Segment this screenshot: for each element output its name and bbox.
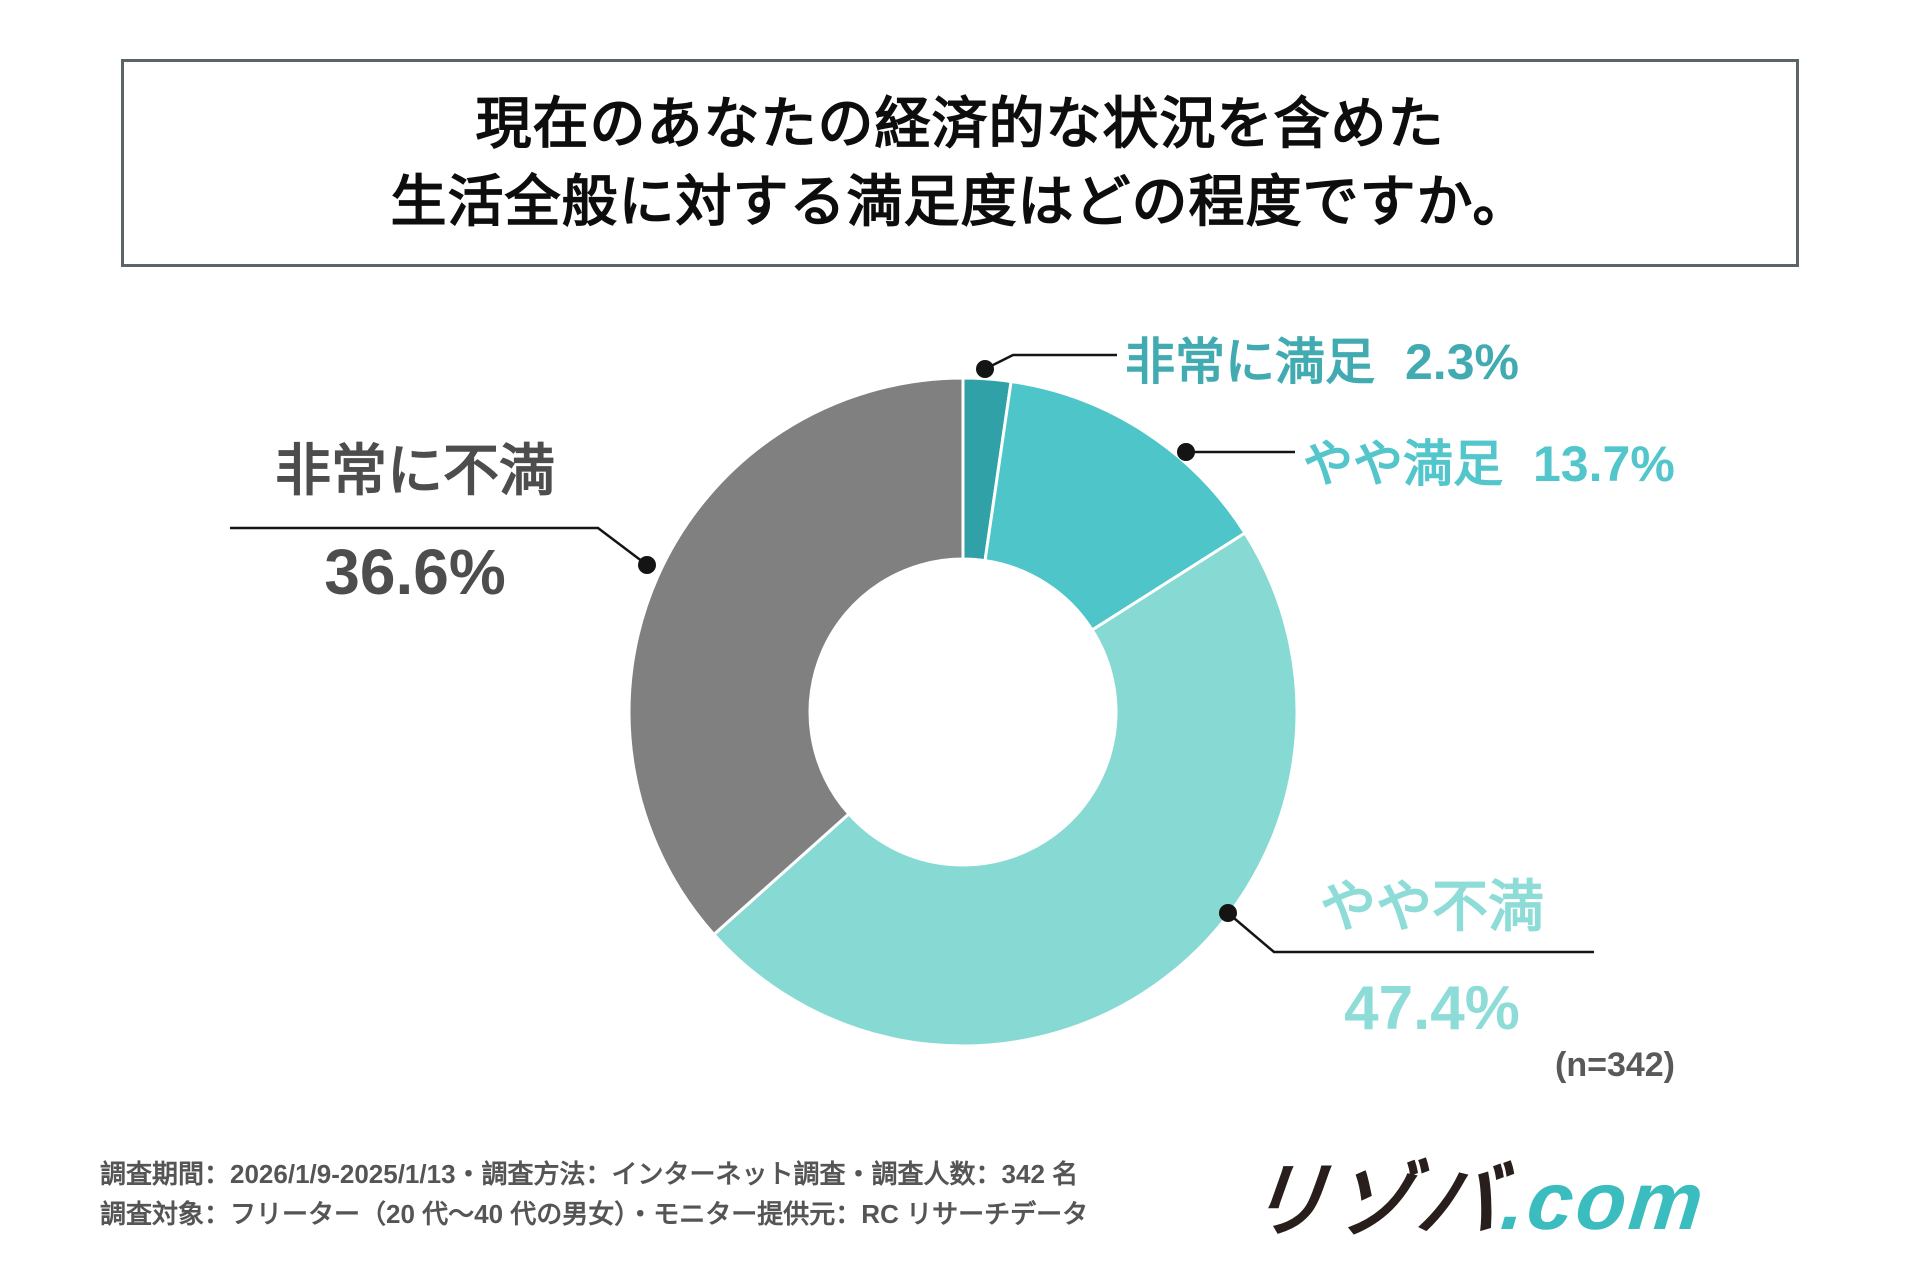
rizoba-com-logo: リゾバ.com [1242, 1134, 1713, 1253]
label-somewhat-satisfied-value: 13.7% [1533, 436, 1675, 492]
label-very-satisfied-value: 2.3% [1405, 334, 1519, 390]
donut-slices [627, 376, 1299, 1048]
sample-size-note: (n=342) [1555, 1046, 1675, 1084]
logo-text-black: リゾバ [1242, 1156, 1507, 1247]
survey-info-line-1: 調査期間：2026/1/9-2025/1/13・調査方法：インターネット調査・調… [100, 1159, 1079, 1189]
survey-info-line-2: 調査対象：フリーター（20 代〜40 代の男女）・モニター提供元：RC リサーチ… [100, 1199, 1089, 1229]
label-somewhat-dissatisfied-value: 47.4% [1344, 974, 1520, 1043]
donut-slice-非常に不満 [627, 376, 965, 936]
donut-slice-やや不満 [712, 531, 1299, 1048]
label-very-satisfied: 非常に満足 2.3% [1125, 322, 1519, 394]
label-somewhat-dissatisfied: やや不満 47.4% [1262, 872, 1602, 1042]
title-line-2: 生活全般に対する満足度はどの程度ですか。 [390, 170, 1530, 233]
label-very-satisfied-name: 非常に満足 [1125, 334, 1375, 390]
title-box: 現在のあなたの経済的な状況を含めた 生活全般に対する満足度はどの程度ですか。 [121, 59, 1799, 267]
label-very-dissatisfied-value: 36.6% [324, 536, 506, 608]
label-very-dissatisfied: 非常に不満 36.6% [225, 439, 605, 608]
title-line-1: 現在のあなたの経済的な状況を含めた [475, 92, 1445, 155]
donut-slice-やや満足 [983, 379, 1247, 632]
logo-text-teal: .com [1497, 1156, 1711, 1247]
label-somewhat-satisfied-name: やや満足 [1303, 436, 1503, 492]
label-somewhat-dissatisfied-name: やや不満 [1320, 875, 1544, 938]
survey-info: 調査期間：2026/1/9-2025/1/13・調査方法：インターネット調査・調… [100, 1154, 1088, 1234]
leader-lines [230, 353, 1594, 954]
label-very-dissatisfied-name: 非常に不満 [275, 439, 555, 502]
label-somewhat-satisfied: やや満足 13.7% [1303, 424, 1675, 496]
leader-dots [638, 360, 1237, 922]
